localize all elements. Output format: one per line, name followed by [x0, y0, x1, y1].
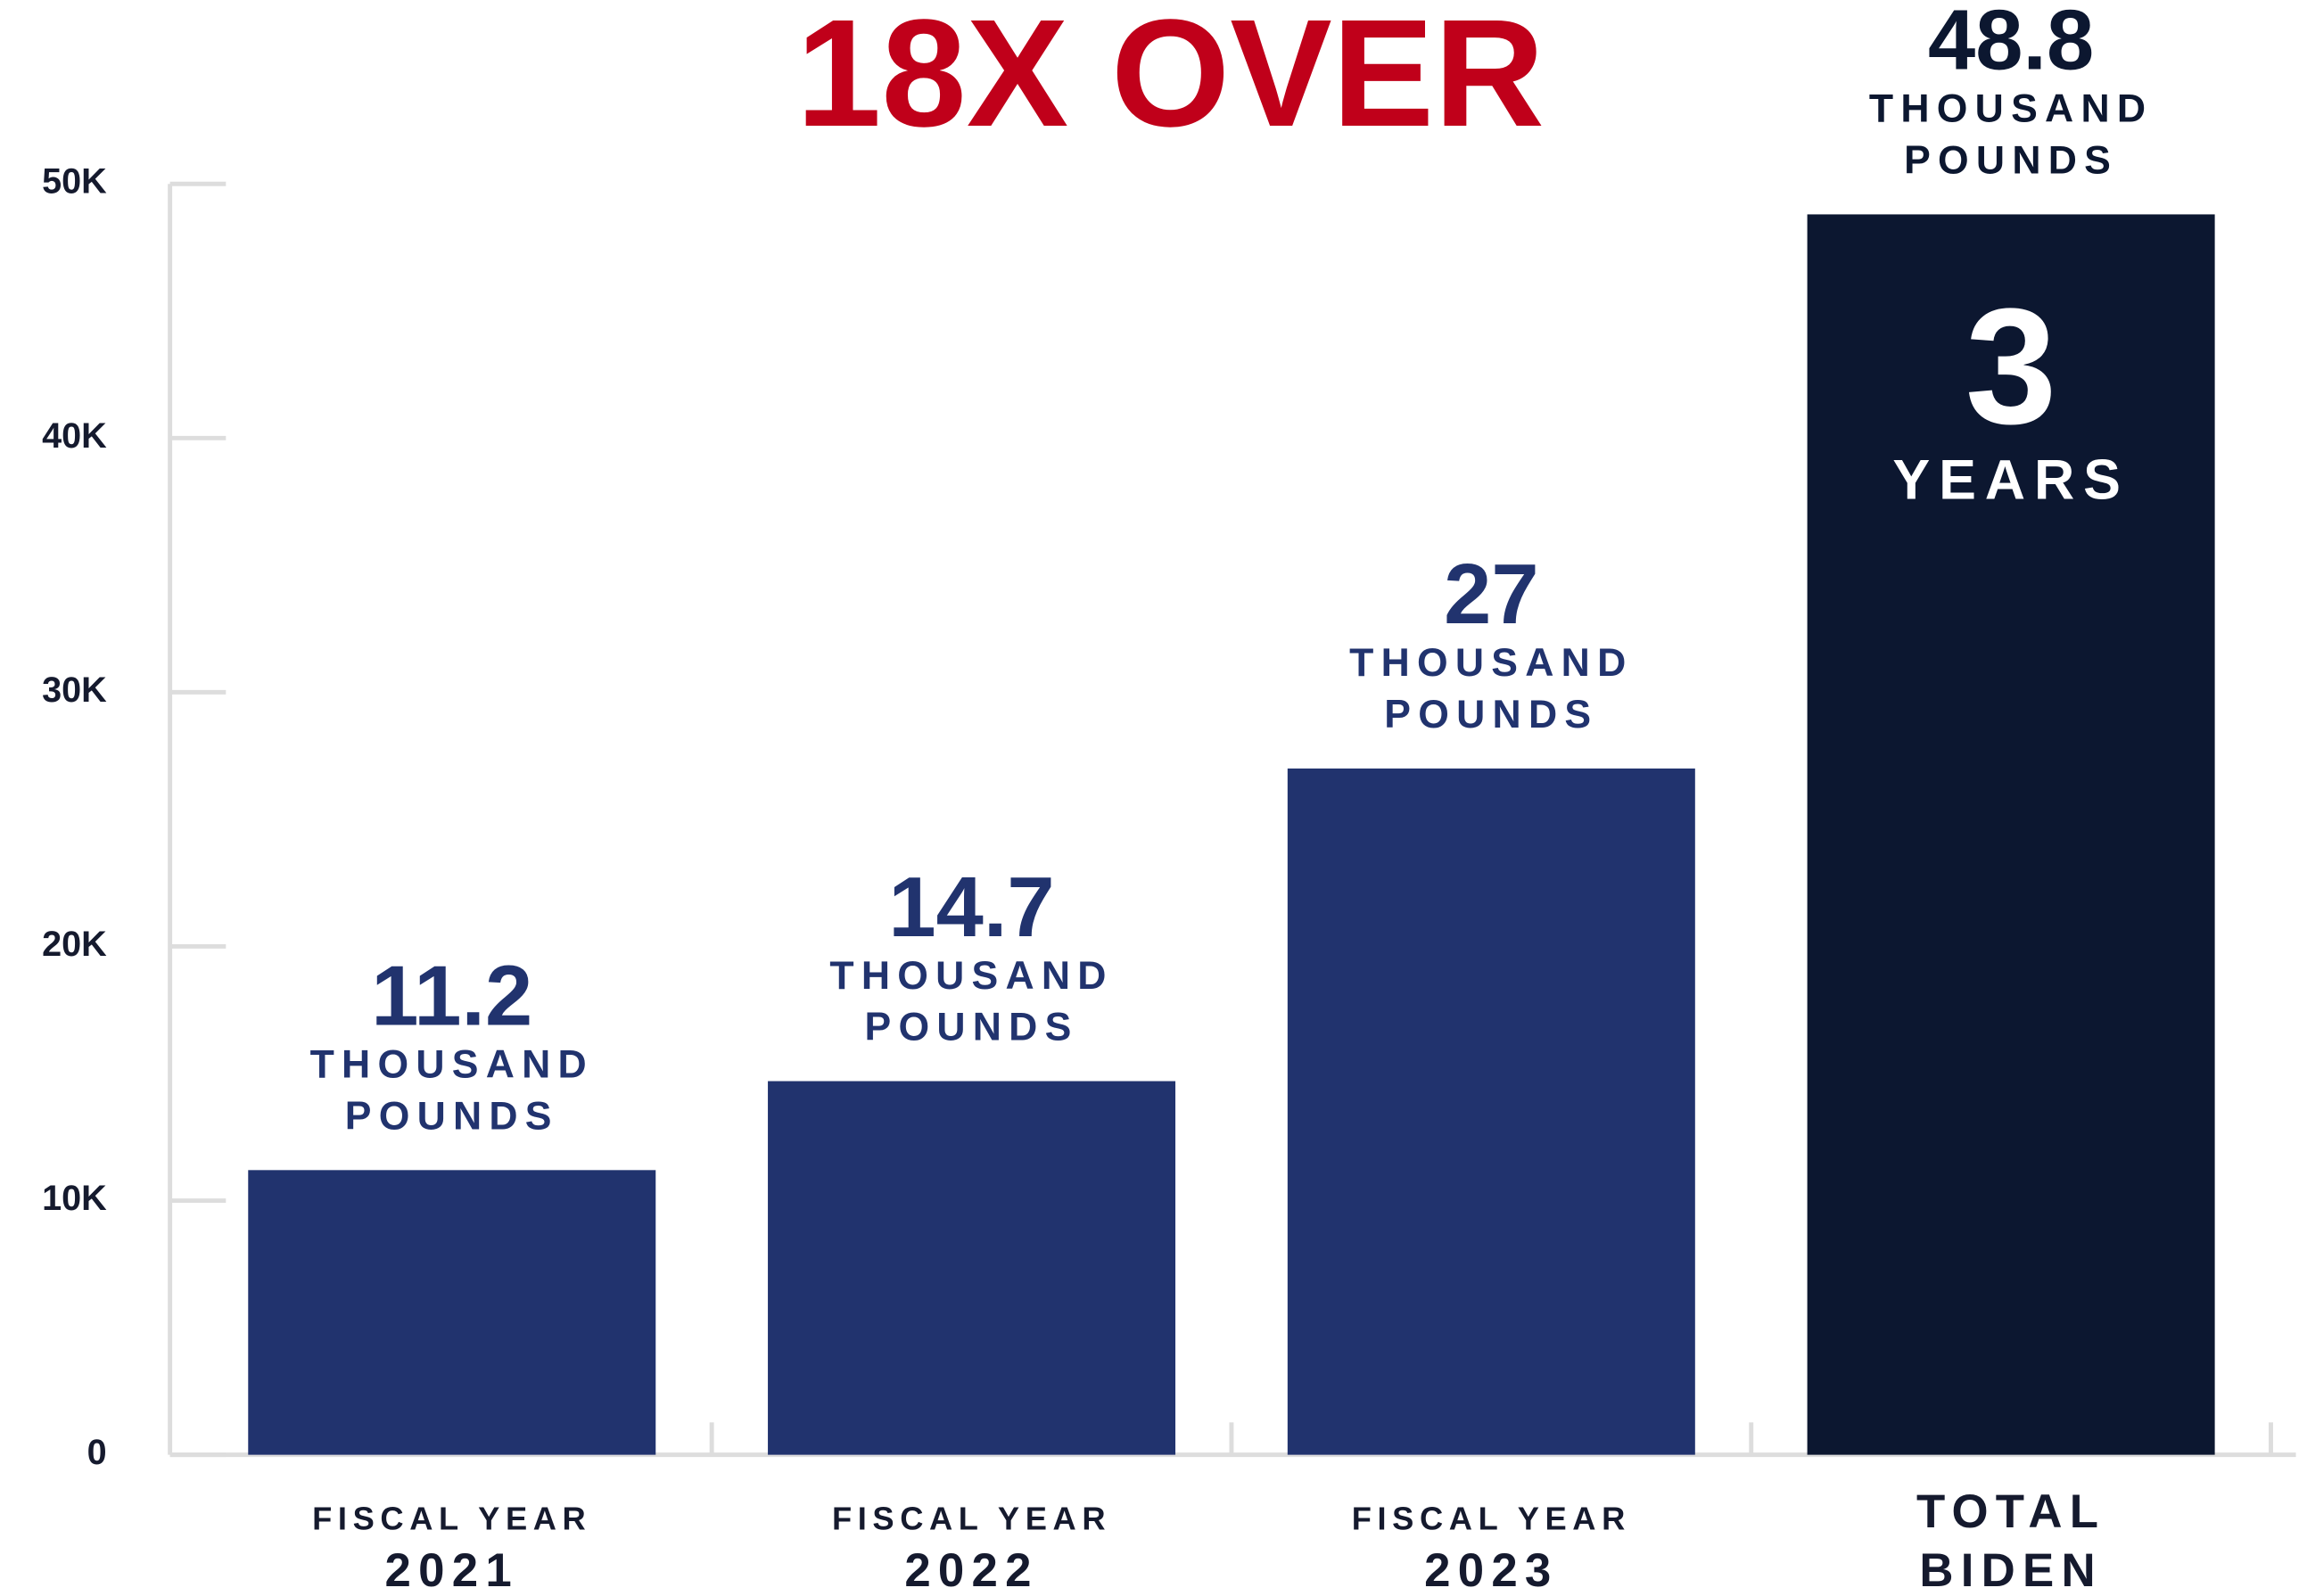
value-label-number: 48.8 [1928, 0, 2094, 88]
y-tick-label: 0 [87, 1433, 107, 1472]
value-label-unit: THOUSAND [310, 1043, 594, 1087]
value-label-unit: POUNDS [1904, 138, 2118, 182]
x-tick-label: 2023 [1424, 1544, 1558, 1596]
value-label-unit: POUNDS [345, 1094, 559, 1138]
x-tick-label: 2022 [904, 1544, 1038, 1596]
y-tick-label: 30K [42, 670, 107, 710]
x-tick-label: FISCAL YEAR [1352, 1500, 1631, 1536]
x-tick-label: TOTAL [1916, 1485, 2105, 1538]
y-tick-label: 50K [42, 162, 107, 202]
y-tick-label: 20K [42, 925, 107, 964]
x-tick-label: 2021 [385, 1544, 519, 1596]
value-label-unit: THOUSAND [829, 954, 1113, 998]
x-tick-label: FISCAL YEAR [312, 1500, 591, 1536]
value-label-number: 14.7 [888, 860, 1054, 955]
value-label-number: 27 [1444, 547, 1538, 642]
value-label-unit: THOUSAND [1869, 87, 2153, 131]
x-tick-label: FISCAL YEAR [832, 1500, 1111, 1536]
y-tick-label: 10K [42, 1179, 107, 1218]
annotation: 3 [1965, 275, 2057, 458]
value-label-unit: THOUSAND [1349, 641, 1633, 685]
bar [1807, 214, 2215, 1455]
bar [768, 1081, 1176, 1455]
x-tick-label: BIDEN [1919, 1544, 2102, 1596]
y-tick-label: 40K [42, 416, 107, 456]
bar [1287, 768, 1695, 1455]
value-label-unit: POUNDS [865, 1006, 1079, 1049]
value-label-unit: POUNDS [1384, 693, 1598, 736]
chart-title: 18X OVER [796, 0, 1545, 159]
bar [248, 1170, 656, 1455]
annotation: YEARS [1892, 448, 2129, 511]
value-label-number: 11.2 [371, 949, 532, 1044]
